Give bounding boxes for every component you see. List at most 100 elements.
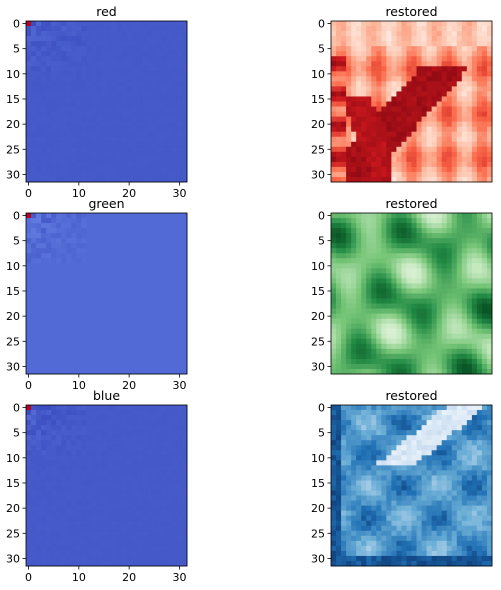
heatmap-cell bbox=[331, 318, 337, 325]
heatmap-cell bbox=[466, 116, 473, 123]
heatmap-cell bbox=[46, 166, 52, 173]
heatmap-cell bbox=[41, 36, 47, 42]
heatmap-cell bbox=[166, 415, 173, 421]
heatmap-cell bbox=[46, 136, 52, 143]
heatmap-cell bbox=[56, 213, 62, 219]
heatmap-cell bbox=[411, 328, 417, 335]
heatmap-cell bbox=[131, 26, 138, 32]
heatmap-cell bbox=[106, 293, 112, 299]
heatmap-cell bbox=[46, 525, 52, 532]
heatmap-cell bbox=[426, 141, 433, 148]
heatmap-cell bbox=[146, 328, 153, 335]
heatmap-cell bbox=[156, 495, 163, 501]
heatmap-cell bbox=[161, 405, 168, 411]
heatmap-cell bbox=[351, 323, 357, 330]
heatmap-cell bbox=[136, 21, 143, 27]
heatmap-cell bbox=[461, 318, 468, 325]
heatmap-cell bbox=[161, 268, 168, 274]
heatmap-cell bbox=[421, 111, 427, 117]
ytick-label: 25 bbox=[311, 335, 325, 348]
heatmap-cell bbox=[126, 81, 133, 87]
heatmap-cell bbox=[151, 440, 158, 446]
heatmap-cell bbox=[361, 298, 367, 304]
heatmap-cell bbox=[106, 36, 112, 42]
heatmap-cell bbox=[376, 131, 382, 138]
heatmap-cell bbox=[31, 288, 37, 294]
heatmap-cell bbox=[181, 308, 188, 315]
heatmap-cell bbox=[181, 480, 188, 486]
heatmap-cell bbox=[101, 26, 107, 32]
heatmap-cell bbox=[341, 228, 347, 234]
heatmap-cell bbox=[391, 36, 397, 42]
heatmap-cell bbox=[166, 338, 173, 345]
heatmap-cell bbox=[46, 131, 52, 138]
heatmap-cell bbox=[331, 258, 337, 264]
heatmap-cell bbox=[61, 131, 67, 138]
heatmap-cell bbox=[366, 313, 372, 320]
heatmap-cell bbox=[366, 263, 372, 269]
heatmap-cell bbox=[71, 363, 77, 370]
heatmap-cell bbox=[46, 176, 52, 183]
heatmap-cell bbox=[96, 218, 102, 224]
heatmap-cell bbox=[46, 425, 52, 431]
heatmap-cell bbox=[91, 353, 97, 360]
heatmap-cell bbox=[81, 86, 87, 92]
heatmap-cell bbox=[161, 510, 168, 517]
heatmap-cell bbox=[436, 273, 443, 279]
heatmap-cell bbox=[476, 51, 483, 57]
heatmap-cell bbox=[26, 101, 32, 107]
heatmap-cell bbox=[406, 263, 412, 269]
heatmap-cell bbox=[156, 420, 163, 426]
heatmap-cell bbox=[106, 278, 112, 284]
heatmap-cell bbox=[416, 81, 422, 87]
heatmap-cell bbox=[146, 415, 153, 421]
heatmap-cell bbox=[446, 293, 453, 299]
heatmap-cell bbox=[176, 510, 183, 517]
heatmap-cell bbox=[176, 238, 183, 244]
heatmap-cell bbox=[446, 228, 453, 234]
heatmap-cell bbox=[66, 520, 72, 527]
heatmap-cell bbox=[331, 233, 337, 239]
heatmap-cell bbox=[116, 510, 122, 517]
heatmap-cell bbox=[96, 136, 102, 143]
heatmap-cell bbox=[111, 51, 117, 57]
heatmap-cell bbox=[41, 243, 47, 249]
heatmap-cell bbox=[46, 56, 52, 62]
heatmap-cell bbox=[446, 333, 453, 340]
heatmap-cell bbox=[416, 243, 422, 249]
heatmap-cell bbox=[141, 435, 148, 441]
heatmap-cell bbox=[426, 121, 433, 128]
heatmap-cell bbox=[381, 41, 387, 47]
heatmap-cell bbox=[146, 166, 153, 173]
heatmap-cell bbox=[66, 156, 72, 163]
heatmap-cell bbox=[346, 176, 352, 183]
heatmap-cell bbox=[86, 515, 92, 522]
heatmap-cell bbox=[141, 308, 148, 315]
heatmap-cell bbox=[366, 121, 372, 128]
heatmap-cell bbox=[86, 333, 92, 340]
heatmap-cell bbox=[171, 116, 178, 123]
heatmap-cell bbox=[146, 435, 153, 441]
heatmap-cell bbox=[481, 51, 488, 57]
heatmap-cell bbox=[151, 445, 158, 451]
heatmap-cell bbox=[136, 223, 143, 229]
heatmap-cell bbox=[76, 430, 82, 436]
heatmap-cell bbox=[376, 228, 382, 234]
heatmap-cell bbox=[91, 525, 97, 532]
heatmap-cell bbox=[381, 348, 387, 355]
heatmap-cell bbox=[101, 293, 107, 299]
heatmap-cell bbox=[461, 338, 468, 345]
heatmap-cell bbox=[96, 348, 102, 355]
heatmap-cell bbox=[121, 333, 128, 340]
heatmap-cell bbox=[406, 96, 412, 102]
heatmap-cell bbox=[111, 410, 117, 416]
heatmap-cell bbox=[171, 243, 178, 249]
heatmap-cell bbox=[441, 76, 448, 82]
heatmap-cell bbox=[101, 368, 107, 375]
heatmap-cell bbox=[431, 146, 438, 153]
heatmap-cell bbox=[106, 121, 112, 128]
heatmap-cell bbox=[161, 500, 168, 507]
heatmap-cell bbox=[141, 348, 148, 355]
heatmap-cell bbox=[441, 318, 448, 325]
heatmap-cell bbox=[56, 111, 62, 117]
